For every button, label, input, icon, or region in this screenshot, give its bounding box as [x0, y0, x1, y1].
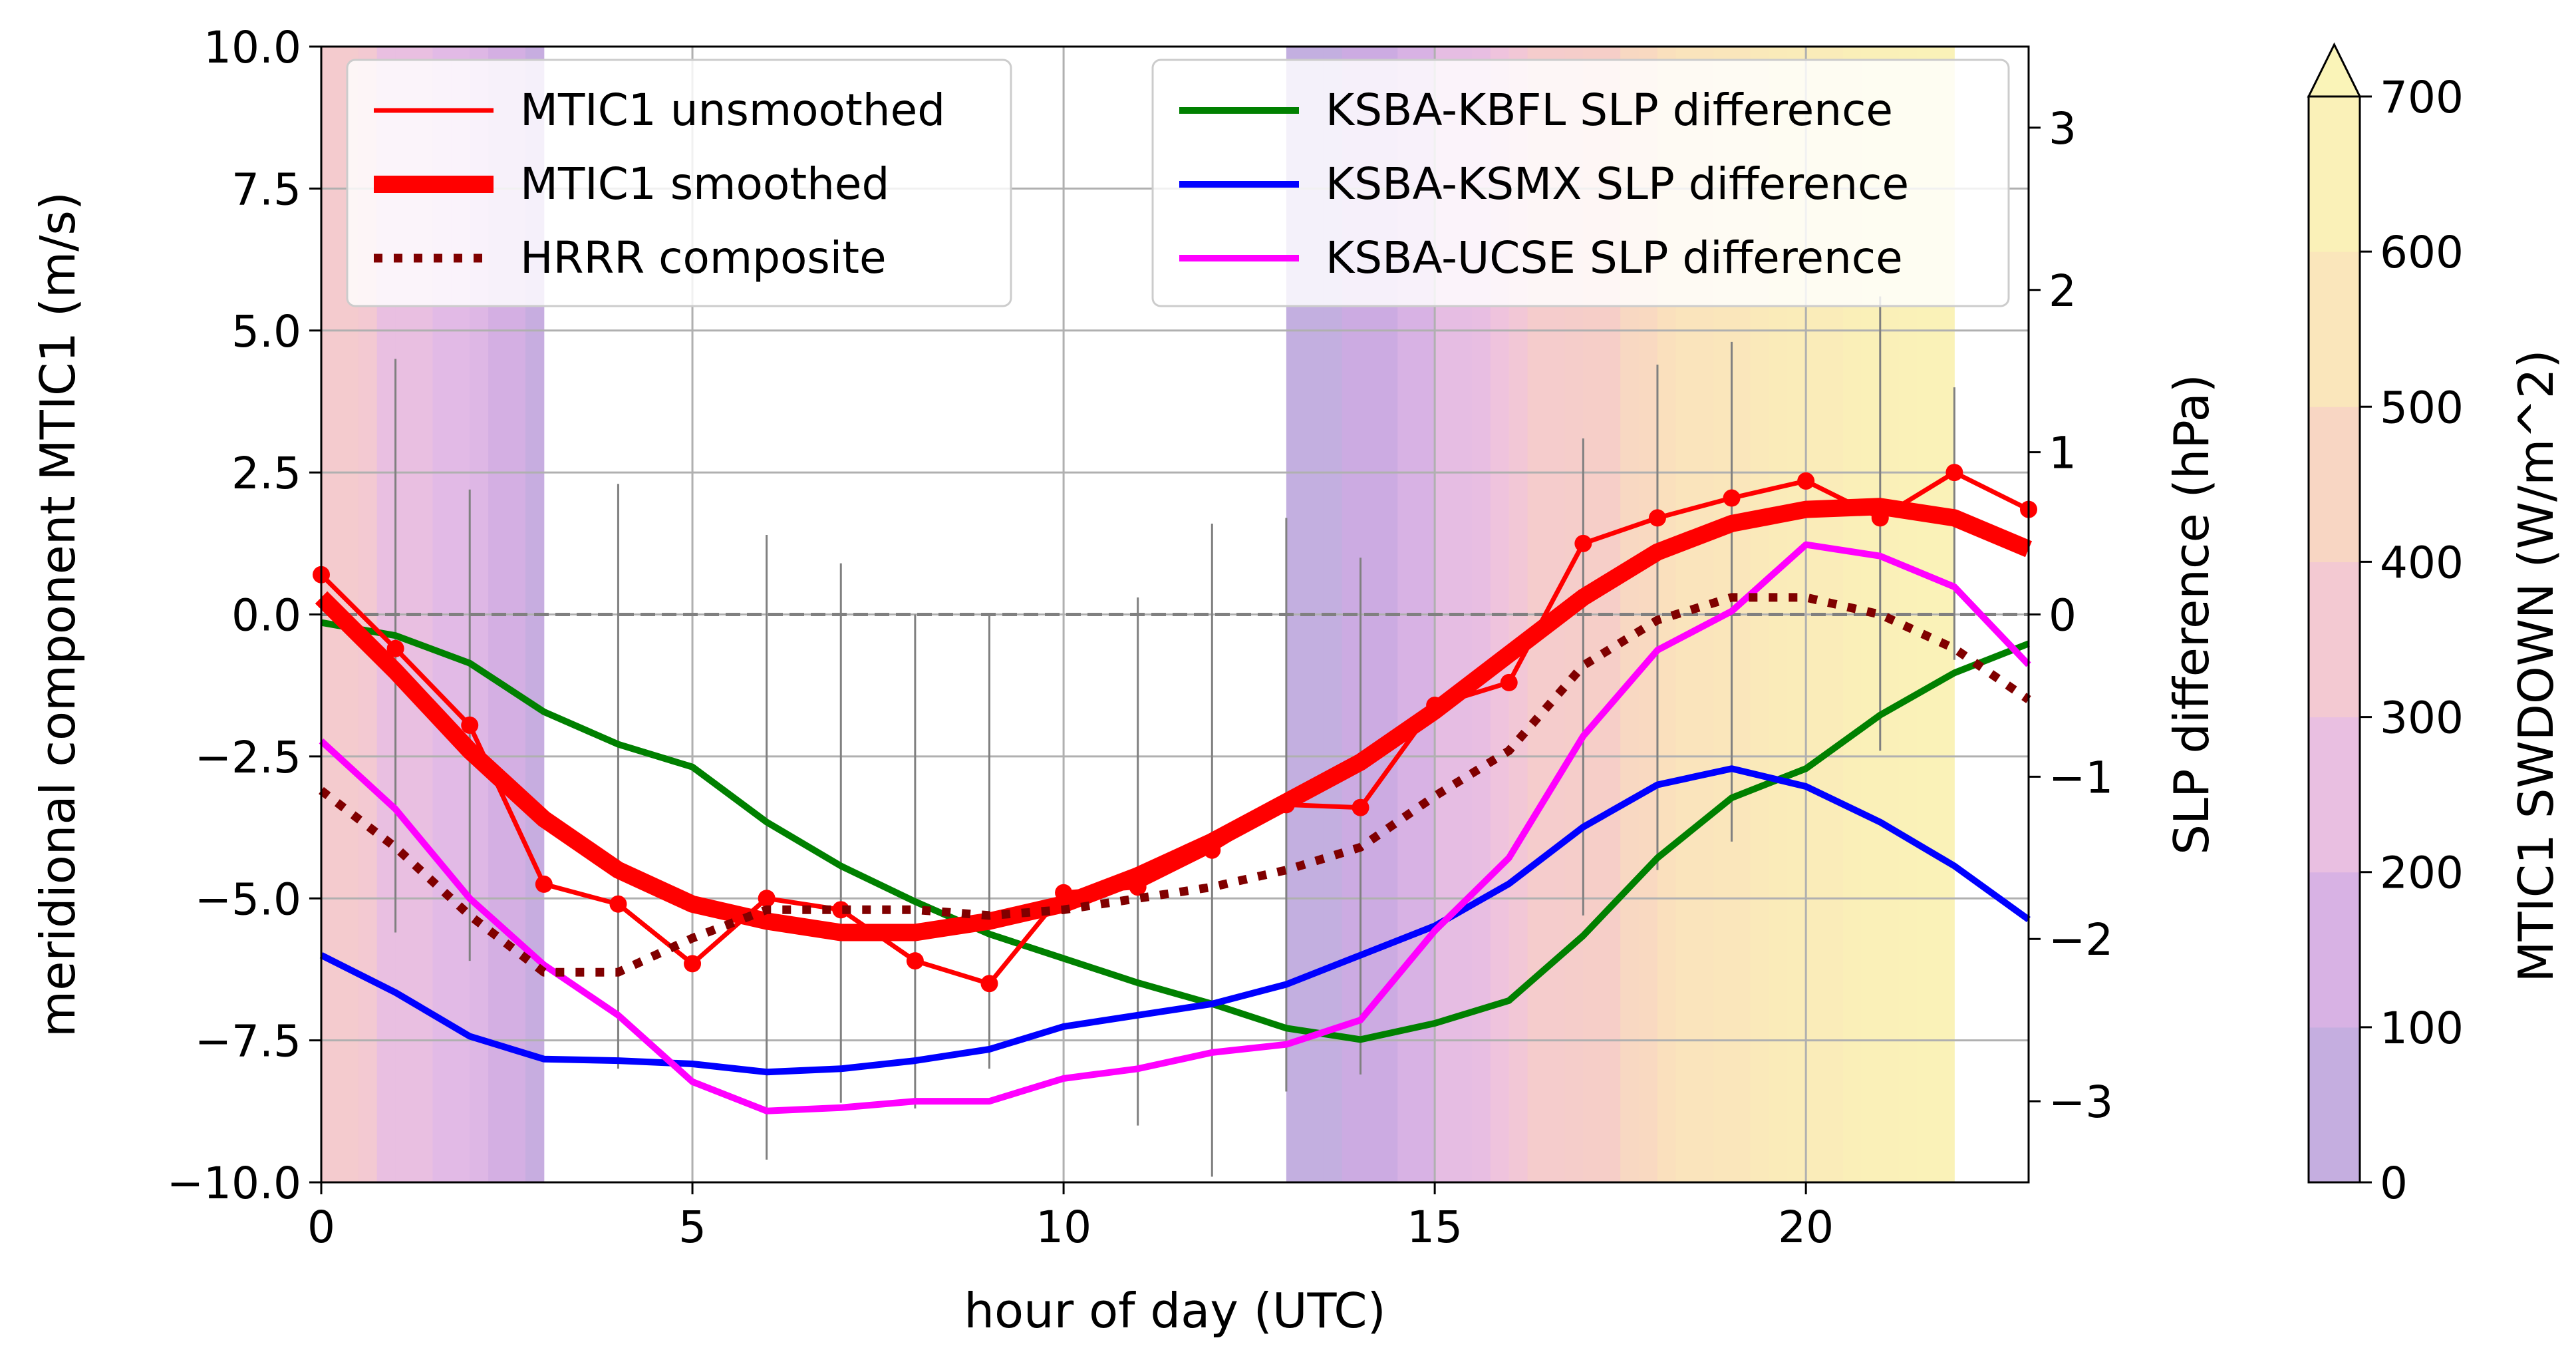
y-right-tick-label: −1 — [2049, 752, 2113, 803]
y-right-tick-label: 3 — [2049, 103, 2076, 154]
colorbar: 0 100 200 300 400 500 600 700 — [2307, 42, 2464, 1209]
colorbar-segment — [2309, 562, 2360, 718]
x-tick-label: 10 — [1036, 1202, 1091, 1253]
legend-label: HRRR composite — [520, 232, 887, 283]
colorbar-tick-label: 300 — [2380, 693, 2464, 744]
legend-label: KSBA-KSMX SLP difference — [1326, 158, 1909, 210]
y-left-tick-label: −7.5 — [195, 1016, 301, 1067]
data-point — [1352, 798, 1369, 816]
data-point — [386, 639, 404, 657]
y-right-tick-label: −2 — [2049, 914, 2113, 965]
y-right-tick-label: 0 — [2049, 590, 2076, 641]
colorbar-frame — [2307, 95, 2361, 1184]
legend-label: KSBA-UCSE SLP difference — [1326, 232, 1903, 283]
legend-label: KSBA-KBFL SLP difference — [1326, 85, 1893, 136]
y-left-tick-label: 5.0 — [231, 306, 301, 357]
legend-label: MTIC1 smoothed — [520, 158, 889, 210]
y-right-tick-label: −3 — [2049, 1077, 2113, 1128]
colorbar-segment — [2309, 1027, 2360, 1183]
x-axis-title: hour of day (UTC) — [964, 1283, 1385, 1339]
y-left-tick-label: −2.5 — [195, 732, 301, 783]
series-ksba-ucse-slp-difference — [319, 541, 2031, 1114]
y-left-tick-label: −10.0 — [167, 1158, 301, 1209]
colorbar-segment — [2309, 96, 2360, 252]
y-left-tick-label: 2.5 — [231, 448, 301, 499]
colorbar-segment — [2309, 872, 2360, 1028]
colorbar-tick-label: 500 — [2380, 382, 2464, 433]
data-point — [609, 895, 627, 913]
colorbar-tick-label: 600 — [2380, 227, 2464, 278]
data-point — [1723, 489, 1741, 507]
y-left-tick-label: 10.0 — [204, 22, 301, 73]
colorbar-extend-arrow — [2307, 42, 2362, 98]
colorbar-tick-label: 0 — [2380, 1158, 2408, 1209]
y-axis-left-title: meridional component MTIC1 (m/s) — [30, 192, 86, 1037]
data-point — [1945, 464, 1963, 482]
data-point — [535, 875, 553, 893]
series-mtic1-unsmoothed — [319, 470, 2030, 986]
data-point — [1797, 472, 1815, 490]
colorbar-tick-label: 200 — [2380, 848, 2464, 899]
y-axis-right-title: SLP difference (hPa) — [2164, 374, 2219, 855]
colorbar-segment — [2309, 717, 2360, 873]
colorbar-title: MTIC1 SWDOWN (W/m^2) — [2508, 349, 2564, 982]
series-lines — [313, 464, 2037, 1114]
colorbar-tick-label: 700 — [2380, 72, 2464, 123]
legend-right: KSBA-KBFL SLP difference KSBA-KSMX SLP di… — [1151, 59, 2010, 307]
x-tick-label: 15 — [1407, 1202, 1463, 1253]
colorbar-segment — [2309, 252, 2360, 407]
legend-box — [1151, 59, 2010, 307]
data-point — [461, 716, 479, 734]
series-ksba-kbfl-slp-difference — [321, 619, 2030, 1043]
series-ksba-ksmx-slp-difference — [319, 765, 2031, 1076]
legend-left: MTIC1 unsmoothed MTIC1 smoothed HRRR compo… — [346, 59, 1012, 307]
x-tick-label: 5 — [678, 1202, 706, 1253]
axis-ticks: 0 5 10 15 2010.07.55.02.50.0−2.5−5.0−7.5−10.… — [167, 22, 2114, 1253]
series-mtic1-smoothed — [315, 498, 2033, 941]
data-point — [980, 975, 998, 993]
y-left-tick-label: 7.5 — [231, 164, 301, 215]
data-point — [906, 952, 924, 970]
data-point — [758, 890, 776, 908]
legend-label: MTIC1 unsmoothed — [520, 85, 945, 136]
x-tick-label: 20 — [1778, 1202, 1834, 1253]
y-right-tick-label: 1 — [2049, 428, 2076, 479]
legend-box — [346, 59, 1012, 307]
y-left-tick-label: 0.0 — [231, 590, 301, 641]
data-point — [1574, 534, 1592, 552]
data-point — [1500, 673, 1518, 691]
data-point — [684, 955, 702, 973]
colorbar-segment — [2309, 407, 2360, 562]
colorbar-tick-label: 400 — [2380, 537, 2464, 588]
colorbar-tick-label: 100 — [2380, 1003, 2464, 1054]
data-point — [1648, 509, 1666, 527]
x-tick-label: 0 — [307, 1202, 335, 1253]
y-left-tick-label: −5.0 — [195, 874, 301, 925]
y-right-tick-label: 2 — [2049, 265, 2076, 317]
